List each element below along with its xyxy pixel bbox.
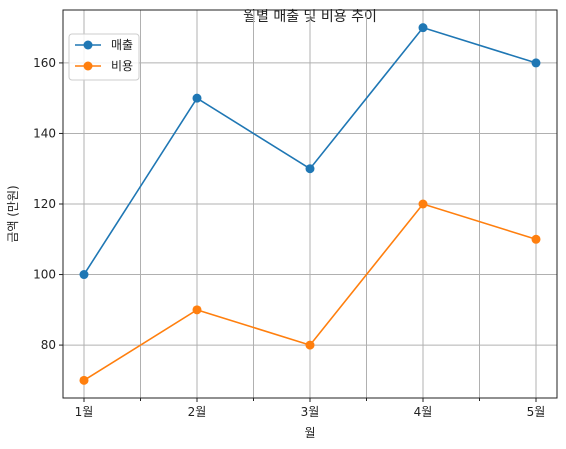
y-axis-label: 금액 (만원) (6, 185, 20, 242)
y-axis: 80 100 120 140 160 (33, 56, 63, 352)
x-axis-label: 월 (304, 426, 315, 440)
legend-marker-1 (83, 40, 93, 50)
data-point (531, 58, 541, 68)
x-axis: 1월 2월 3월 4월 5월 (75, 398, 546, 419)
x-tick-label: 1월 (75, 405, 94, 419)
legend-label-2: 비용 (111, 59, 133, 73)
data-point (418, 23, 428, 33)
series-layer (79, 23, 541, 385)
y-tick-label: 140 (33, 126, 56, 140)
legend-label-1: 매출 (111, 38, 133, 52)
data-point (418, 199, 428, 209)
y-tick-label: 100 (33, 268, 56, 282)
x-tick-label: 2월 (188, 405, 207, 419)
data-point (531, 234, 541, 244)
data-point (192, 93, 202, 103)
data-point (305, 340, 315, 350)
legend-marker-2 (83, 61, 93, 71)
x-tick-label: 4월 (414, 405, 433, 419)
data-point (79, 375, 89, 385)
y-tick-label: 160 (33, 56, 56, 70)
y-tick-label: 80 (41, 338, 56, 352)
data-point (192, 305, 202, 315)
y-tick-label: 120 (33, 197, 56, 211)
x-tick-label: 5월 (527, 405, 546, 419)
data-point (305, 164, 315, 174)
data-point (79, 270, 89, 280)
x-tick-label: 3월 (301, 405, 320, 419)
